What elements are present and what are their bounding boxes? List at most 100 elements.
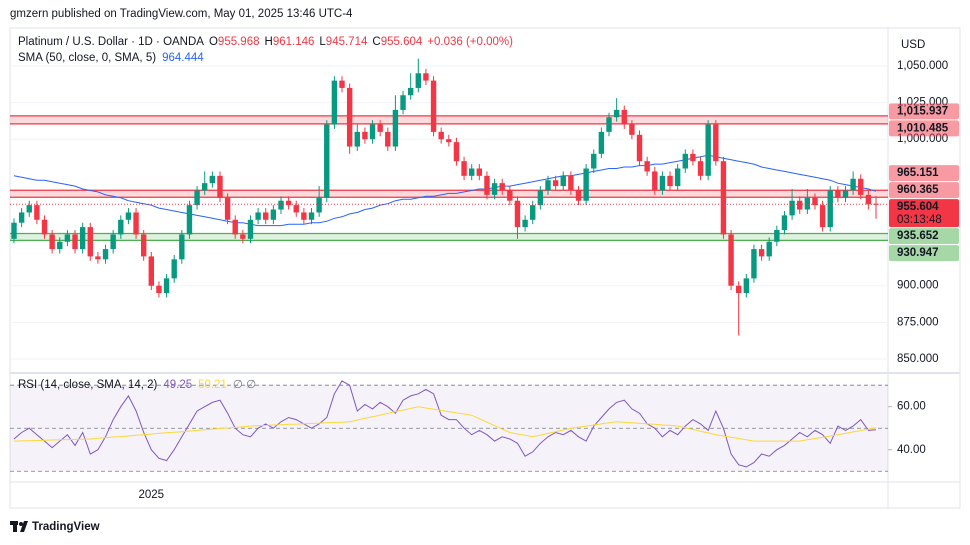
rsi-tick-label: 40.00: [897, 444, 926, 456]
candle-body: [407, 87, 414, 96]
candle-body: [751, 249, 757, 279]
candle-body: [133, 212, 139, 235]
candle-body: [621, 109, 627, 125]
y-tick-label: 875.000: [897, 316, 939, 328]
candle-body: [247, 219, 254, 239]
candle-body: [194, 190, 200, 206]
candle-body: [842, 190, 849, 198]
price-label-bg: [889, 120, 959, 137]
candle-body: [415, 73, 422, 88]
legend-text: 49.25: [163, 379, 192, 391]
candle-body: [209, 175, 216, 184]
candle-body: [537, 190, 544, 206]
candle-body: [735, 285, 742, 294]
candle-body: [850, 178, 856, 191]
candle-body: [705, 124, 711, 176]
candle-body: [202, 183, 208, 191]
candle-body: [766, 241, 772, 257]
candle-body: [125, 212, 132, 220]
price-label: 935.652: [897, 230, 939, 242]
candle-body: [835, 190, 841, 198]
candle-body: [392, 109, 399, 147]
candle-body: [148, 256, 155, 286]
candle-body: [362, 131, 368, 140]
price-label: 1,010.485: [897, 122, 949, 134]
candle-body: [369, 124, 376, 140]
candle-body: [400, 95, 406, 110]
candle-body: [667, 175, 673, 187]
legend-text: L: [319, 36, 326, 48]
candle-body: [591, 153, 597, 169]
candle-body: [644, 161, 650, 172]
candle-body: [758, 249, 765, 257]
candle-body: [102, 249, 109, 260]
candle-body: [873, 203, 879, 205]
sma-line: [13, 154, 877, 227]
candle-body: [346, 87, 353, 147]
candle-body: [552, 180, 559, 187]
candle-body: [156, 285, 162, 294]
candle-body: [682, 153, 688, 169]
candle-body: [522, 219, 528, 228]
legend-text: H: [265, 36, 273, 48]
candle-body: [476, 168, 483, 176]
candle-body: [18, 212, 25, 223]
candle-body: [263, 212, 269, 220]
price-label: 930.947: [897, 247, 939, 259]
candle-body: [171, 259, 177, 279]
legend-text: Platinum / U.S. Dollar · 1D · OANDA: [18, 36, 204, 48]
candle-body: [461, 161, 467, 176]
footer-logo: [10, 521, 28, 532]
x-tick-label: 2025: [139, 489, 165, 501]
price-label: 965.151: [897, 167, 939, 179]
candle-body: [270, 209, 277, 220]
candle-body: [438, 131, 444, 140]
candle-body: [430, 80, 437, 132]
currency-label: USD: [901, 39, 925, 51]
y-tick-label: 850.000: [897, 353, 939, 365]
candle-body: [827, 190, 833, 228]
candle-body: [186, 205, 193, 235]
candle-body: [789, 200, 795, 216]
candle-body: [118, 219, 124, 235]
candle-body: [57, 241, 63, 250]
candle-body: [674, 168, 681, 187]
legend-text: O: [209, 36, 218, 48]
legend-text: RSI (14, close, SMA, 14, 2): [18, 379, 158, 391]
candle-body: [659, 175, 666, 191]
y-tick-label: 900.000: [897, 280, 939, 292]
candle-body: [697, 161, 704, 176]
candle-body: [217, 175, 223, 198]
candle-body: [49, 234, 55, 250]
candle-body: [224, 197, 231, 220]
candle-body: [514, 200, 521, 228]
candle-body: [324, 124, 330, 198]
candle-body: [87, 227, 93, 257]
candle-body: [713, 124, 719, 162]
legend-text: 945.714: [326, 36, 368, 48]
zone: [10, 233, 888, 241]
price-label-bg: [889, 165, 959, 182]
candle-body: [530, 205, 536, 220]
candle-body: [652, 171, 658, 191]
candle-body: [423, 73, 429, 81]
candle-body: [331, 80, 338, 125]
price-label-bg: [889, 199, 959, 228]
chart-frame: [9, 27, 961, 509]
candle-body: [278, 200, 284, 210]
candle-body: [858, 178, 864, 195]
candle-body: [720, 161, 727, 235]
candle-body: [468, 168, 475, 176]
legend-text: 955.968: [218, 36, 260, 48]
candle-body: [377, 124, 383, 132]
candle-body: [491, 183, 498, 195]
candle-body: [95, 256, 101, 260]
candle-body: [72, 234, 78, 250]
candle-body: [446, 139, 452, 143]
candle-body: [575, 190, 582, 201]
legend-text: ∅ ∅: [233, 379, 256, 391]
header-text: gmzern published on TradingView.com, May…: [10, 8, 353, 20]
y-tick-label: 1,050.000: [897, 60, 948, 72]
candle-body: [140, 234, 147, 257]
